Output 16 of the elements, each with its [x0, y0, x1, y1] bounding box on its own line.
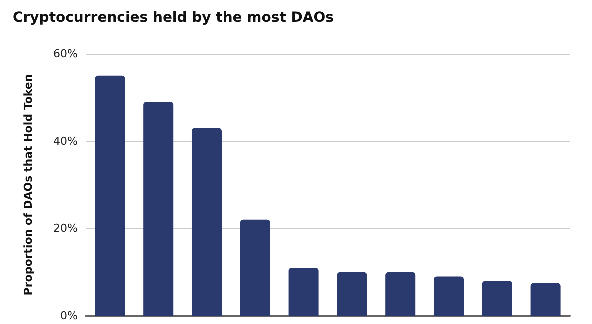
chart-title: Cryptocurrencies held by the most DAOs — [13, 10, 334, 26]
bar — [240, 220, 270, 316]
bar — [144, 102, 174, 316]
y-tick-label: 0% — [60, 310, 78, 322]
y-tick-label: 60% — [54, 48, 78, 60]
bar — [530, 283, 561, 316]
bar — [482, 281, 512, 316]
y-tick-label: 20% — [54, 222, 78, 236]
bar — [386, 272, 416, 316]
bar — [288, 268, 319, 316]
bar — [95, 76, 126, 316]
y-tick-label: 40% — [54, 134, 78, 148]
bar — [337, 272, 368, 316]
bar — [192, 128, 222, 316]
y-axis-title: Proportion of DAOs that Hold Token — [22, 74, 35, 296]
bar — [434, 276, 464, 316]
